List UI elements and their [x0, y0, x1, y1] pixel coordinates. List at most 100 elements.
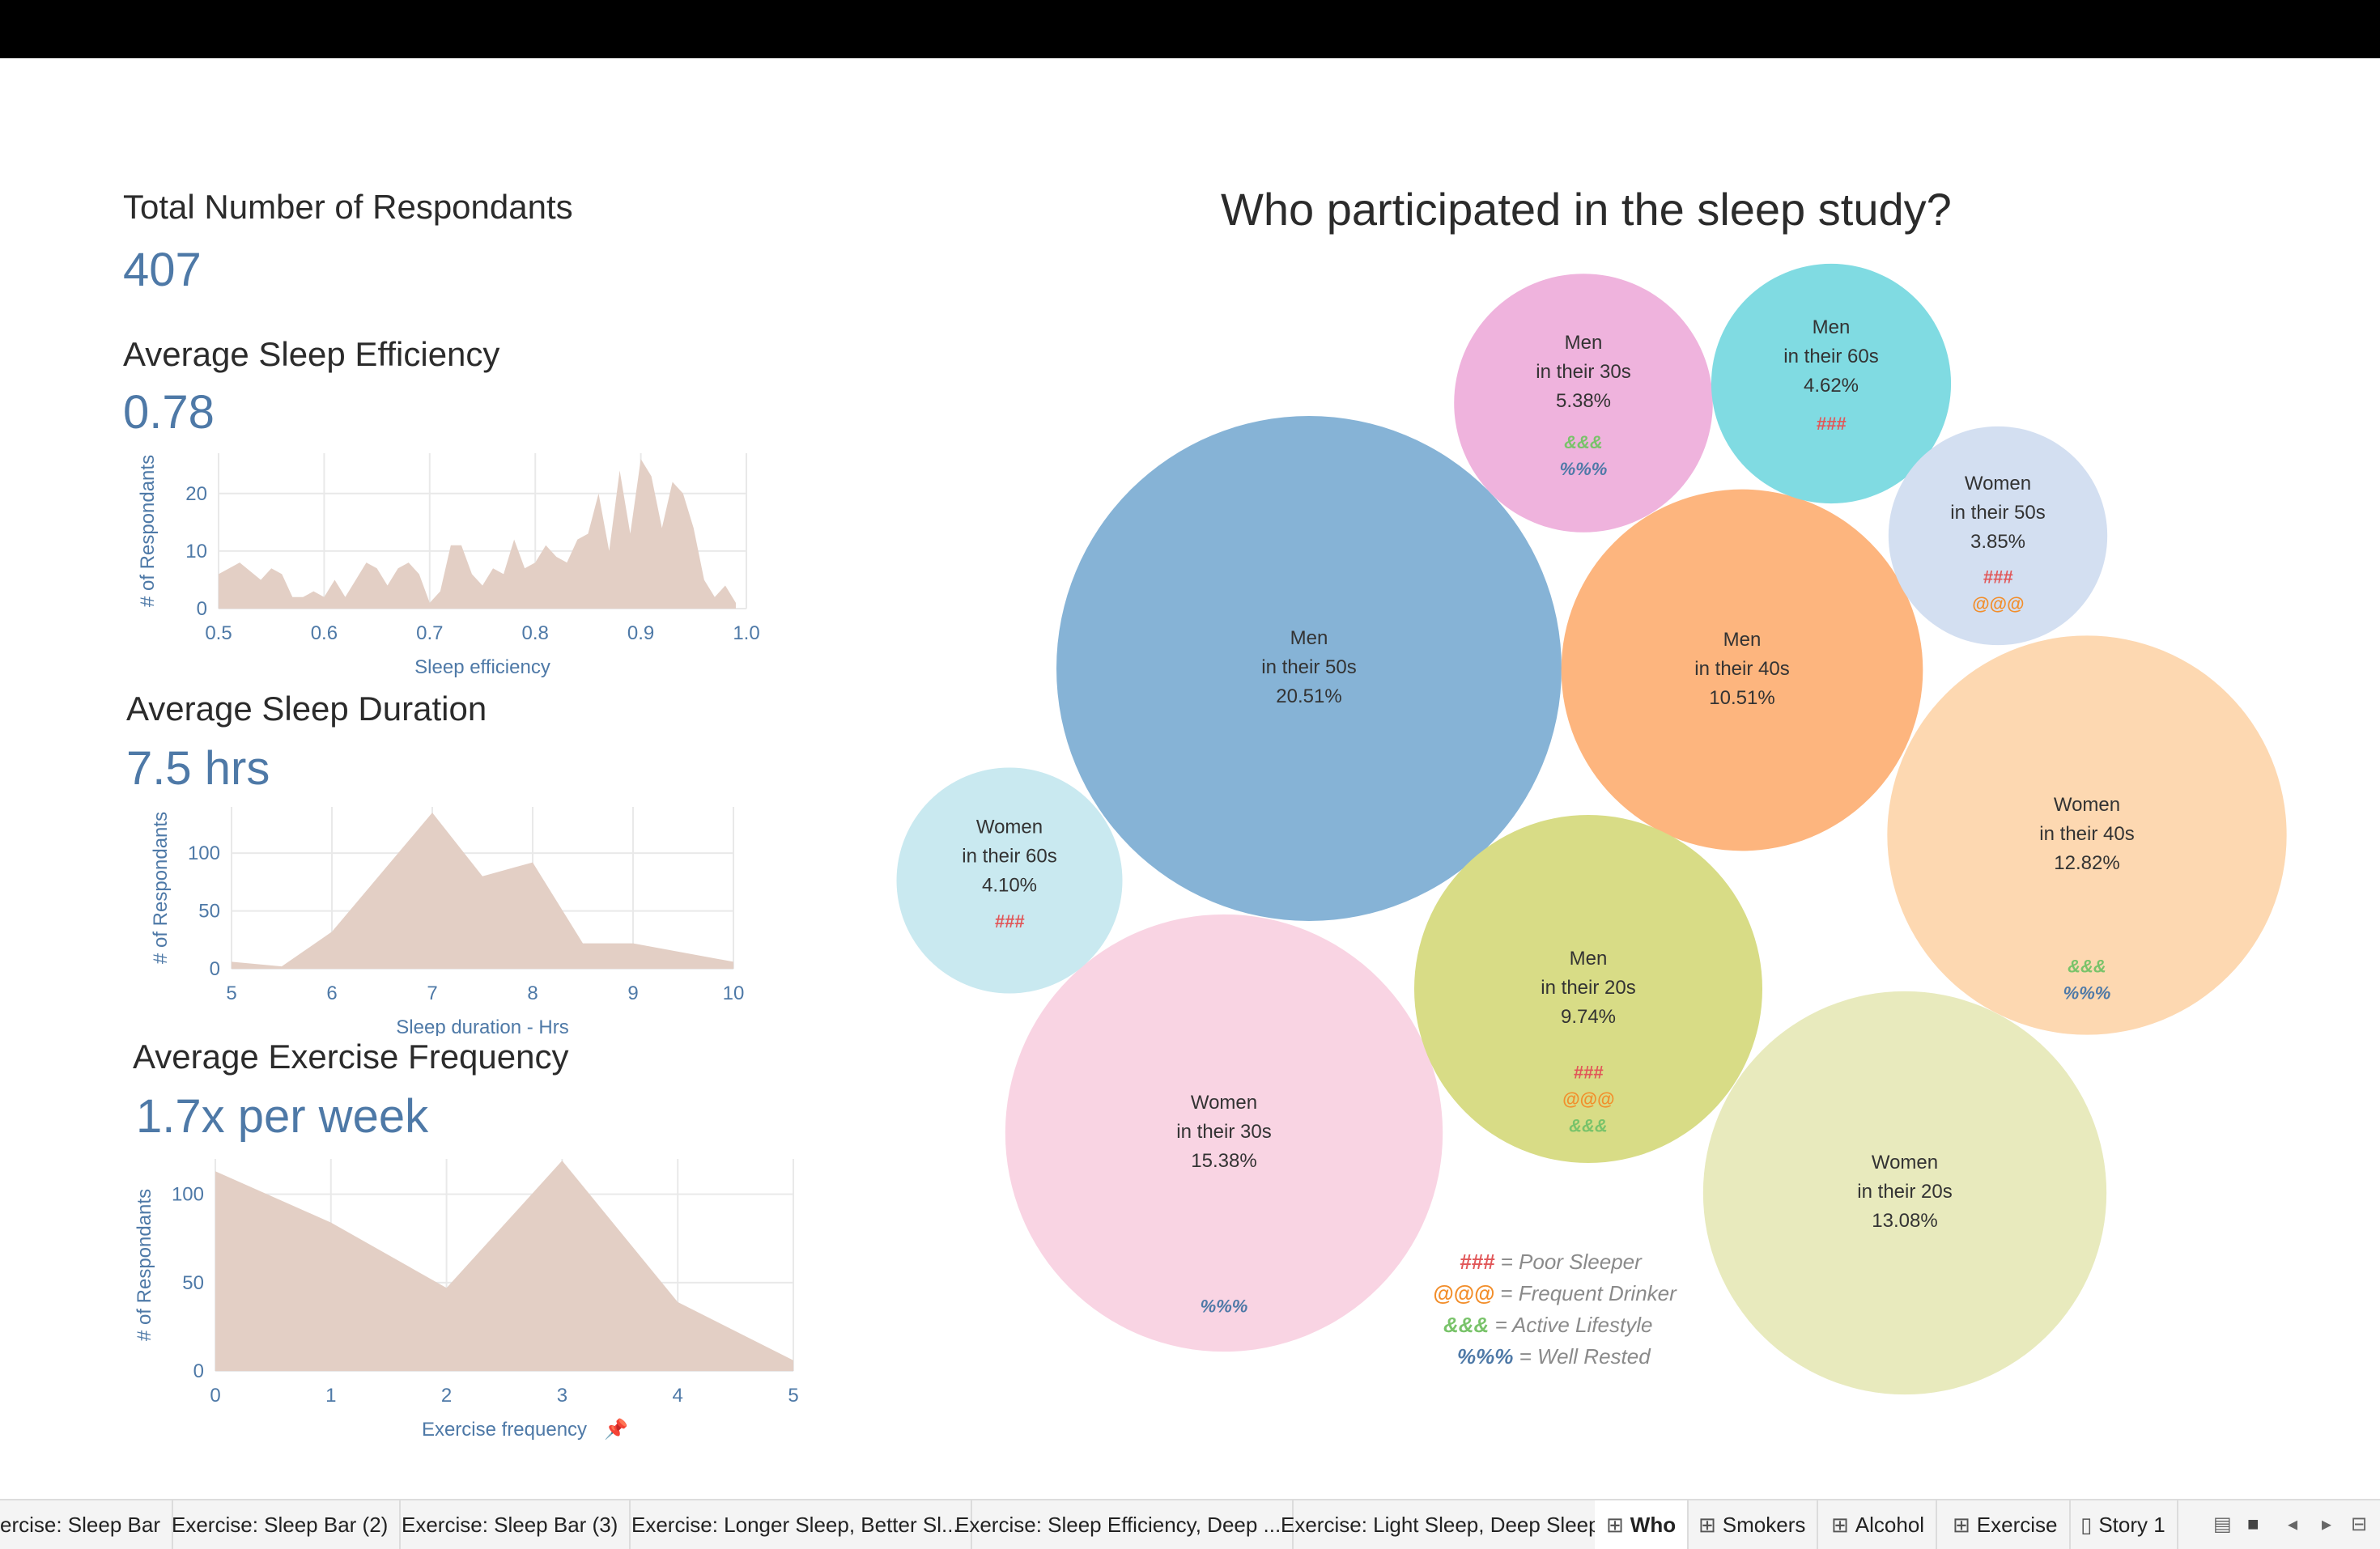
sheet-tab-bar: ercise: Sleep Bar Exercise: Sleep Bar (2… [0, 1499, 2380, 1549]
dashboard-icon: ⊞ [1831, 1513, 1849, 1537]
bubble-label: Men [1570, 948, 1608, 970]
tab-exercise-sleep-efficiency[interactable]: Exercise: Sleep Efficiency, Deep ... [944, 1500, 1294, 1549]
bubble-women-in-their-20s[interactable]: Women in their 20s 13.08% [1702, 991, 2107, 1395]
bubble-men-in-their-20s[interactable]: Men in their 20s 9.74% ### @@@ &&& [1413, 814, 1763, 1164]
dashboard-icon: ⊞ [1698, 1513, 1716, 1537]
next-sheet-icon[interactable]: ▸ [2322, 1513, 2332, 1535]
y-tick-label: 0 [210, 958, 220, 980]
bubble-circle[interactable] [1702, 991, 2107, 1395]
bubble-label: in their 20s [1857, 1181, 1952, 1203]
x-tick-label: 4 [673, 1385, 683, 1407]
y-tick-label: 10 [185, 541, 207, 562]
bubble-marker: %%% [1201, 1296, 1248, 1317]
bubble-circle[interactable] [1561, 489, 1923, 851]
tab-exercise-sleep-bar-2[interactable]: Exercise: Sleep Bar (2) [160, 1500, 402, 1549]
y-tick-label: 0 [197, 598, 207, 620]
bubble-marker: %%% [2063, 982, 2111, 1003]
bubble-men-in-their-50s[interactable]: Men in their 50s 20.51% [1056, 416, 1562, 921]
bubble-circle[interactable] [896, 767, 1123, 994]
bubble-label: Women [976, 816, 1043, 838]
bubble-label: in their 60s [962, 845, 1056, 867]
tab-exercise[interactable]: ⊞ Exercise [1941, 1500, 2071, 1549]
bubble-men-in-their-40s[interactable]: Men in their 40s 10.51% [1561, 489, 1923, 851]
prev-sheet-icon[interactable]: ◂ [2288, 1513, 2298, 1535]
tab-exercise-sleep-bar-3[interactable]: Exercise: Sleep Bar (3) [390, 1500, 631, 1549]
legend-symbol: &&& [1443, 1313, 1490, 1337]
bubble-label: in their 60s [1783, 346, 1878, 367]
grid-view-icon[interactable]: ▤ [2213, 1513, 2232, 1535]
legend-poor-sleeper: ### = Poor Sleeper [1460, 1250, 1677, 1281]
bubble-marker: &&& [1569, 1115, 1608, 1135]
tab-exercise-longer-sleep[interactable]: Exercise: Longer Sleep, Better Sl... [620, 1500, 972, 1549]
sheet-sorter-icon[interactable]: ⊟ [2351, 1513, 2368, 1535]
bubble-label: Men [1723, 629, 1762, 651]
area-series[interactable] [215, 1161, 793, 1371]
x-tick-label: 0 [210, 1385, 220, 1407]
x-tick-label: 7 [427, 982, 437, 1004]
bubble-circle[interactable] [1056, 416, 1562, 921]
y-tick-label: 50 [198, 901, 220, 923]
bubble-circle[interactable] [1454, 274, 1713, 533]
window-top-bar [0, 0, 2380, 58]
bubble-label: 10.51% [1709, 687, 1774, 709]
bubble-marker: %%% [1560, 459, 1608, 479]
bubble-marker: ### [1574, 1062, 1604, 1082]
bubble-circle[interactable] [1888, 426, 2108, 646]
legend-text: = Well Rested [1519, 1344, 1651, 1369]
tab-exercise-light-sleep[interactable]: Exercise: Light Sleep, Deep Sleep [1269, 1500, 1613, 1549]
tab-alcohol[interactable]: ⊞ Alcohol [1820, 1500, 1938, 1549]
filmstrip-icon[interactable]: ■ [2247, 1513, 2259, 1535]
kpi-title-respondants: Total Number of Respondants [123, 188, 573, 226]
tab-exercise-sleep-bar[interactable]: ercise: Sleep Bar [0, 1500, 173, 1549]
tab-story-1[interactable]: ▯ Story 1 [2069, 1500, 2178, 1549]
bubble-label: 20.51% [1276, 685, 1341, 707]
bubble-label: in their 40s [1694, 658, 1789, 680]
bubble-circle[interactable] [1711, 263, 1952, 504]
legend-symbol: %%% [1457, 1344, 1514, 1369]
bubble-women-in-their-40s[interactable]: Women in their 40s 12.82% &&&%%% [1887, 635, 2287, 1035]
sleep-efficiency-chart: 0.5 0.6 0.7 0.8 0.9 1.0 0 10 20 Sleep efficiency #… [137, 453, 760, 678]
x-tick-label: 10 [723, 982, 745, 1004]
dashboard-icon: ⊞ [1606, 1513, 1624, 1537]
tab-who[interactable]: ⊞ Who [1595, 1500, 1689, 1549]
bubble-women-in-their-60s[interactable]: Women in their 60s 4.10% ### [896, 767, 1123, 994]
legend-frequent-drinker: @@@ = Frequent Drinker [1433, 1281, 1677, 1313]
bubble-women-in-their-50s[interactable]: Women in their 50s 3.85% ### @@@ [1888, 426, 2108, 646]
bubble-label: Men [1813, 316, 1851, 338]
pin-icon[interactable]: 📌 [604, 1417, 628, 1441]
bubble-marker: @@@ [1562, 1089, 1614, 1109]
bubble-label: 13.08% [1872, 1210, 1937, 1232]
bubble-circle[interactable] [1005, 914, 1443, 1352]
bubble-marker: ### [1817, 414, 1847, 434]
bubble-circle[interactable] [1413, 814, 1763, 1164]
legend-symbol: ### [1460, 1250, 1495, 1274]
bubble-label: in their 20s [1541, 977, 1635, 999]
legend-text: = Poor Sleeper [1500, 1250, 1642, 1274]
bubble-label: Women [1965, 473, 2031, 494]
bubble-marker: @@@ [1972, 593, 2024, 613]
bubble-label: 12.82% [2054, 852, 2119, 874]
y-axis-label: # of Respondants [137, 455, 159, 607]
bubble-label: in their 50s [1950, 502, 2045, 524]
x-axis-label: Sleep efficiency [414, 656, 550, 678]
bubble-label: Women [2054, 794, 2120, 816]
bubble-marker: &&& [1564, 432, 1603, 452]
area-series[interactable] [232, 813, 733, 969]
bubble-women-in-their-30s[interactable]: Women in their 30s 15.38%%%% [1005, 914, 1443, 1352]
legend-symbol: @@@ [1433, 1281, 1495, 1305]
bubble-men-in-their-30s[interactable]: Men in their 30s 5.38% &&&%%% [1454, 274, 1713, 533]
dashboard-icon: ⊞ [1953, 1513, 1970, 1537]
bubble-men-in-their-60s[interactable]: Men in their 60s 4.62% ### [1711, 263, 1952, 504]
bubble-label: 5.38% [1556, 390, 1611, 412]
x-tick-label: 2 [441, 1385, 452, 1407]
bubble-marker: ### [1983, 567, 2013, 587]
tab-label: Exercise: Sleep Bar (3) [402, 1513, 618, 1537]
tab-label: Alcohol [1855, 1513, 1925, 1537]
tab-label: Exercise [1976, 1513, 2058, 1537]
area-series[interactable] [219, 459, 736, 609]
x-tick-label: 0.7 [416, 622, 443, 644]
bubble-circle[interactable] [1887, 635, 2287, 1035]
tab-smokers[interactable]: ⊞ Smokers [1687, 1500, 1819, 1549]
tab-label: ercise: Sleep Bar [0, 1513, 160, 1537]
